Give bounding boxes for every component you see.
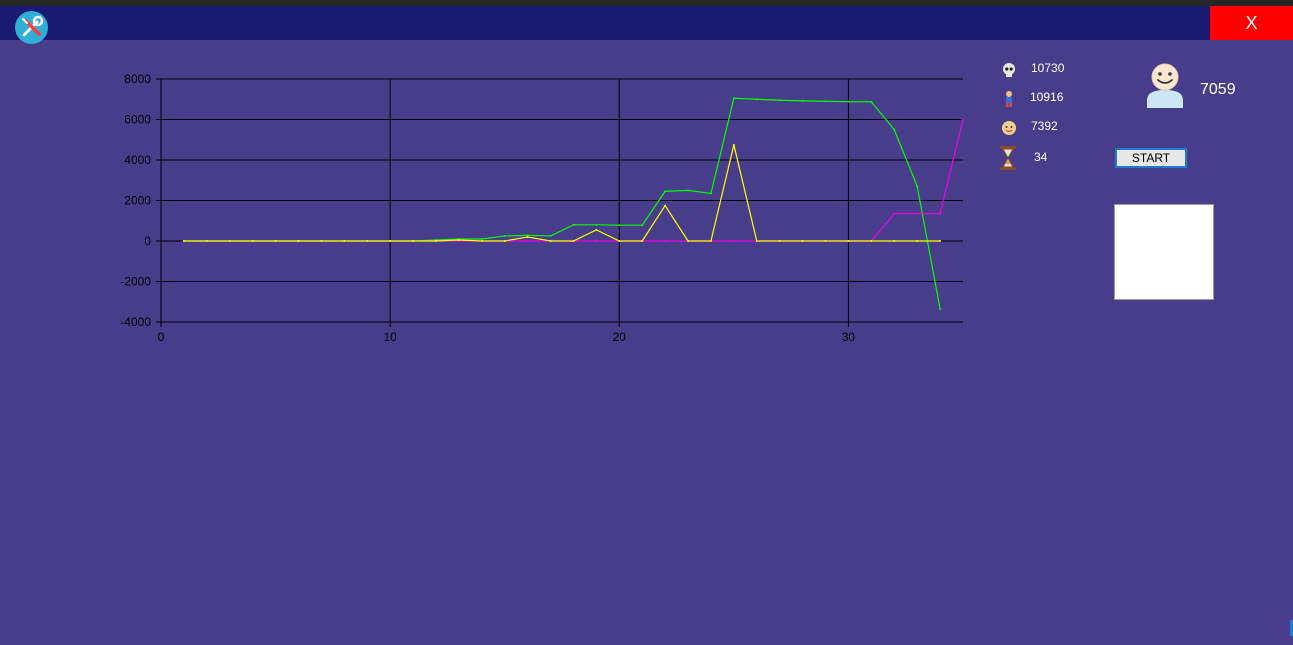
top-strip <box>0 0 1293 6</box>
data-point <box>297 240 300 242</box>
series-line-2 <box>183 144 941 242</box>
data-point <box>205 240 208 242</box>
data-point <box>526 240 529 242</box>
y-tick-label: 4000 <box>124 153 151 167</box>
data-point <box>778 99 781 102</box>
data-point <box>641 240 644 242</box>
y-tick-label: 0 <box>144 234 151 248</box>
births-count: 7392 <box>1031 119 1058 133</box>
baby-icon <box>1000 119 1018 137</box>
data-point <box>595 228 598 231</box>
data-point <box>755 240 758 242</box>
data-point <box>182 240 185 242</box>
data-point <box>480 237 483 240</box>
data-point <box>320 240 323 242</box>
x-tick-label: 0 <box>158 330 165 344</box>
population-chart: 8000 6000 4000 2000 0 -2000 -4000 0 10 20 30 <box>120 72 964 344</box>
data-point <box>664 240 667 242</box>
x-tick-label: 20 <box>613 330 627 344</box>
data-point <box>618 240 621 242</box>
x-tick-label: 10 <box>383 330 397 344</box>
data-point <box>732 143 735 146</box>
data-point <box>549 234 552 237</box>
data-point <box>457 238 460 241</box>
series-line-0 <box>183 97 941 309</box>
data-point <box>939 240 942 242</box>
person-icon <box>1000 90 1018 108</box>
data-point <box>916 185 919 188</box>
player-value: 7059 <box>1200 81 1236 98</box>
y-tick-label: 6000 <box>124 113 151 127</box>
data-point <box>503 240 506 242</box>
hourglass-icon <box>999 145 1017 171</box>
tools-icon[interactable] <box>15 11 48 44</box>
data-point <box>664 190 667 193</box>
data-point <box>893 212 896 215</box>
y-tick-label: 2000 <box>124 194 151 208</box>
data-point <box>870 240 873 242</box>
x-tick-label: 30 <box>842 330 856 344</box>
data-point <box>480 240 483 242</box>
data-point <box>916 212 919 215</box>
skull-icon <box>1000 61 1018 79</box>
data-point <box>732 97 735 100</box>
data-point <box>870 100 873 103</box>
data-point <box>618 224 621 227</box>
data-point <box>939 307 942 310</box>
data-point <box>526 234 529 237</box>
data-point <box>595 240 598 242</box>
data-point <box>847 100 850 103</box>
data-point <box>687 189 690 192</box>
data-point <box>893 240 896 242</box>
population-count: 10916 <box>1030 90 1064 104</box>
data-point <box>526 235 529 238</box>
data-point <box>389 240 392 242</box>
data-point <box>572 223 575 226</box>
close-button[interactable]: X <box>1210 6 1293 40</box>
deaths-count: 10730 <box>1031 61 1065 75</box>
data-point <box>412 240 415 242</box>
data-point <box>778 240 781 242</box>
data-point <box>824 240 827 242</box>
y-tick-label: -2000 <box>120 275 151 289</box>
data-point <box>434 240 437 242</box>
data-point <box>251 240 254 242</box>
data-point <box>572 240 575 242</box>
data-point <box>939 212 942 215</box>
data-point <box>893 128 896 131</box>
data-point <box>664 204 667 207</box>
data-point <box>595 223 598 226</box>
data-point <box>274 240 277 242</box>
start-button[interactable]: START <box>1115 148 1187 168</box>
data-point <box>732 240 735 242</box>
data-point <box>228 240 231 242</box>
data-point <box>755 98 758 101</box>
data-point <box>824 100 827 103</box>
data-point <box>709 240 712 242</box>
window-edge <box>1290 620 1293 636</box>
data-point <box>343 240 346 242</box>
data-point <box>549 240 552 242</box>
y-tick-label: 8000 <box>124 72 151 86</box>
series-line-1 <box>183 119 964 242</box>
data-point <box>503 234 506 237</box>
data-point <box>962 118 964 121</box>
data-point <box>641 224 644 227</box>
preview-panel <box>1114 204 1214 300</box>
data-point <box>709 192 712 195</box>
data-point <box>687 240 690 242</box>
smiley-avatar-icon <box>1144 62 1186 108</box>
data-point <box>801 240 804 242</box>
data-point <box>847 240 850 242</box>
data-point <box>366 240 369 242</box>
time-count: 34 <box>1034 150 1048 164</box>
data-point <box>801 99 804 102</box>
y-tick-label: -4000 <box>120 315 151 329</box>
title-bar <box>0 6 1293 44</box>
data-point <box>916 240 919 242</box>
